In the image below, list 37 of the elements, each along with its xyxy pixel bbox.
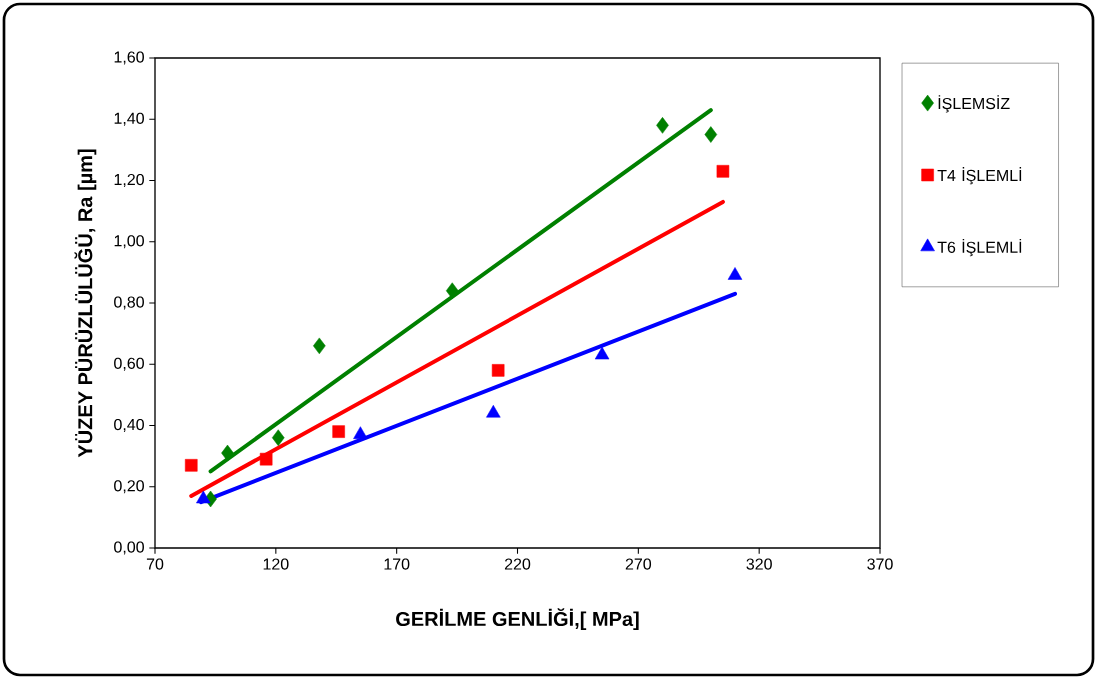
point bbox=[716, 165, 730, 178]
x-tick-label: 270 bbox=[625, 558, 652, 570]
y-tick-label: 0,60 bbox=[114, 357, 144, 371]
y-tick-label: 1,40 bbox=[114, 112, 144, 126]
x-tick-label: 320 bbox=[746, 558, 772, 570]
point bbox=[259, 452, 273, 466]
x-tick-label: 70 bbox=[146, 558, 164, 570]
x-tick-label: 370 bbox=[867, 558, 893, 570]
point bbox=[491, 364, 505, 377]
point bbox=[353, 426, 368, 439]
legend-label: T4 İŞLEMLİ bbox=[937, 167, 1022, 185]
y-tick-label: 0,80 bbox=[114, 296, 144, 310]
point bbox=[594, 346, 610, 360]
y-tick-label: 0,40 bbox=[114, 418, 144, 433]
point bbox=[332, 425, 345, 438]
legend-label: İŞLEMSİZ bbox=[938, 95, 1010, 113]
x-tick-label: 170 bbox=[384, 558, 410, 570]
point bbox=[727, 267, 743, 280]
y-tick-label: 1,00 bbox=[114, 235, 144, 249]
y-tick-label: 1,60 bbox=[114, 51, 144, 65]
point bbox=[271, 429, 285, 447]
point bbox=[445, 282, 459, 300]
y-tick-label: 0,20 bbox=[114, 480, 144, 494]
point bbox=[704, 126, 718, 143]
point bbox=[221, 444, 234, 462]
y-tick-label: 0,00 bbox=[114, 541, 144, 555]
legend-label: T6 İŞLEMLİ bbox=[937, 238, 1022, 257]
y-tick-label: 1,20 bbox=[114, 173, 144, 188]
point bbox=[313, 337, 326, 355]
point bbox=[656, 117, 669, 134]
point bbox=[196, 490, 211, 504]
x-tick-label: 120 bbox=[263, 558, 289, 570]
point bbox=[184, 459, 198, 472]
x-axis-title: GERİLME GENLİĞİ,[ MPa] bbox=[396, 608, 639, 631]
x-tick-label: 220 bbox=[504, 558, 531, 570]
point bbox=[486, 404, 501, 418]
y-axis-title: YÜZEY PÜRÜZLÜLÜĞÜ, Ra [µm] bbox=[74, 149, 97, 458]
